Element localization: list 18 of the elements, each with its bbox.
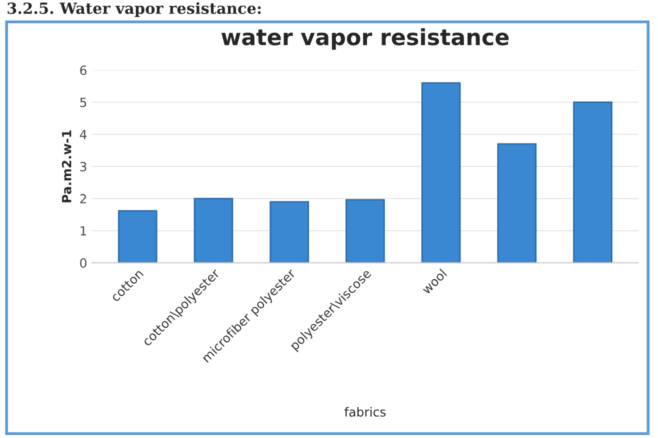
y-tick-label: 6 [80,66,86,76]
x-axis-title: fabrics [344,406,386,417]
y-tick-label: 1 [80,226,86,236]
bar [346,199,385,263]
y-axis-title: Pa.m2.w-1 [62,130,72,202]
y-tick-label: 0 [80,258,86,268]
chart-title: water vapor resistance [221,28,509,50]
y-tick-label: 2 [80,194,86,204]
y-tick-label: 3 [80,162,86,172]
bar [573,102,612,263]
bar [497,143,537,263]
text: 3.2.5. Water vapor resistance: [8,2,261,17]
bar [421,82,461,263]
y-tick-label: 5 [80,98,86,108]
y-tick-label: 4 [80,130,87,140]
bar [118,210,158,263]
bar [194,198,234,263]
bar [270,201,309,263]
